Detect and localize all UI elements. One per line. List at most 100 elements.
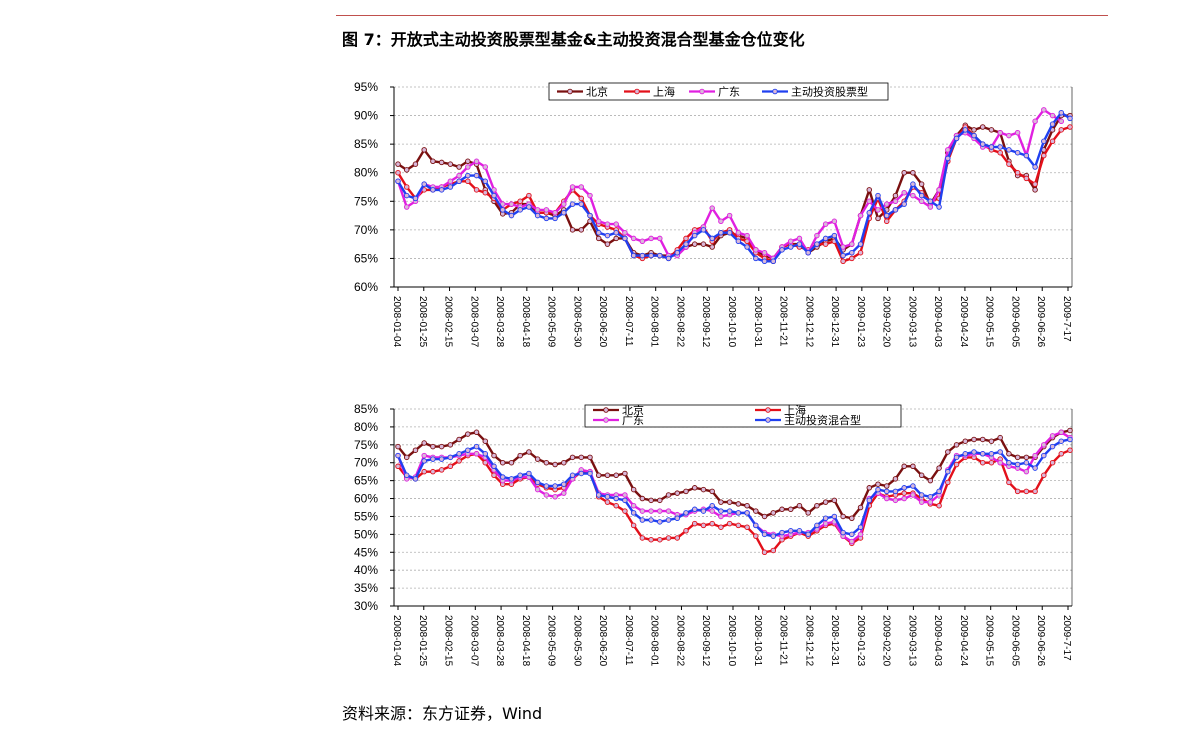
- data-point: [901, 490, 907, 496]
- x-tick-label: 2008-12-31: [829, 296, 840, 348]
- chart-2: 30% 35% 40% 45% 50% 55% 60% 65% 70% 75% 80% 85% 2008…: [354, 402, 1073, 667]
- y-tick-label: 65%: [354, 251, 378, 265]
- data-point: [787, 244, 794, 250]
- legend-box: [548, 82, 889, 101]
- data-point: [543, 459, 550, 466]
- data-point: [430, 468, 436, 475]
- data-point: [988, 438, 995, 444]
- data-point: [569, 201, 576, 207]
- data-point: [822, 241, 829, 247]
- x-tick-label: 2008-05-30: [571, 615, 582, 667]
- data-point: [526, 192, 532, 199]
- x-tick-label: 2008-02-15: [443, 615, 454, 667]
- data-point: [971, 449, 977, 455]
- x-tick-label: 2009-01-23: [855, 296, 866, 348]
- data-point: [787, 238, 794, 245]
- data-point: [569, 184, 576, 190]
- data-point: [1067, 436, 1073, 443]
- data-point: [1058, 451, 1065, 457]
- data-point: [561, 490, 567, 496]
- data-point: [796, 241, 803, 247]
- data-point: [927, 494, 934, 500]
- y-tick-label: 50%: [354, 527, 378, 541]
- legend-marker: [765, 407, 771, 413]
- data-point: [709, 235, 715, 242]
- data-point: [630, 510, 637, 516]
- data-point: [831, 497, 838, 504]
- x-tick-label: 2008-11-21: [778, 296, 789, 347]
- data-point: [403, 167, 410, 173]
- data-point: [569, 454, 576, 461]
- data-point: [1049, 138, 1056, 145]
- x-tick-label: 2008-08-01: [649, 615, 660, 667]
- data-point: [526, 470, 532, 477]
- data-point: [447, 463, 454, 470]
- data-point: [840, 513, 846, 520]
- y-tick-label: 75%: [354, 438, 378, 452]
- y-tick-label: 80%: [354, 166, 378, 180]
- data-point: [604, 221, 611, 227]
- data-point: [901, 169, 907, 176]
- data-point: [665, 255, 672, 262]
- data-point: [866, 198, 873, 205]
- data-point: [901, 485, 907, 491]
- data-point: [639, 252, 646, 259]
- data-point: [604, 494, 611, 500]
- data-point: [1006, 132, 1012, 139]
- data-point: [613, 235, 619, 242]
- legend-marker: [772, 88, 778, 95]
- data-point: [979, 451, 986, 457]
- data-point: [779, 529, 785, 536]
- x-tick-label: 2008-11-21: [778, 615, 789, 666]
- data-point: [499, 459, 506, 466]
- data-point: [927, 198, 934, 205]
- data-point: [552, 494, 558, 500]
- x-tick-label: 2008-10-10: [726, 296, 737, 348]
- data-point: [561, 459, 567, 466]
- data-point: [1041, 472, 1047, 479]
- legend-marker: [567, 88, 573, 95]
- data-point: [700, 241, 707, 247]
- data-point: [517, 207, 523, 213]
- data-point: [648, 536, 654, 543]
- legend-marker: [765, 417, 771, 423]
- data-point: [979, 436, 986, 443]
- data-point: [1058, 429, 1065, 436]
- data-point: [657, 508, 663, 514]
- x-tick-label: 2008-08-22: [674, 615, 685, 667]
- y-tick-label: 35%: [354, 581, 378, 595]
- data-point: [962, 127, 969, 133]
- data-point: [674, 249, 681, 256]
- data-point: [1014, 454, 1021, 461]
- data-point: [796, 528, 803, 534]
- data-point: [1032, 488, 1038, 495]
- data-point: [866, 209, 873, 216]
- data-point: [403, 184, 410, 190]
- data-point: [918, 499, 925, 505]
- data-point: [665, 517, 672, 523]
- data-point: [1023, 454, 1030, 461]
- data-point: [473, 172, 480, 179]
- data-point: [421, 440, 427, 446]
- x-tick-label: 2008-08-22: [674, 296, 685, 348]
- y-tick-label: 70%: [354, 456, 378, 470]
- data-point: [910, 463, 916, 470]
- data-point: [578, 184, 585, 190]
- data-point: [648, 497, 654, 504]
- data-point: [447, 178, 454, 185]
- data-point: [875, 215, 881, 222]
- data-point: [962, 451, 969, 457]
- x-tick-label: 2008-09-12: [700, 615, 711, 667]
- data-point: [657, 497, 663, 504]
- data-point: [849, 255, 855, 262]
- data-point: [988, 459, 995, 466]
- x-tick-label: 2008-12-12: [803, 296, 814, 348]
- data-point: [997, 149, 1003, 156]
- data-point: [482, 178, 489, 185]
- y-tick-label: 55%: [354, 509, 378, 523]
- data-point: [491, 472, 497, 479]
- data-point: [857, 249, 864, 256]
- data-point: [883, 483, 890, 489]
- data-point: [578, 227, 585, 233]
- data-point: [438, 456, 445, 462]
